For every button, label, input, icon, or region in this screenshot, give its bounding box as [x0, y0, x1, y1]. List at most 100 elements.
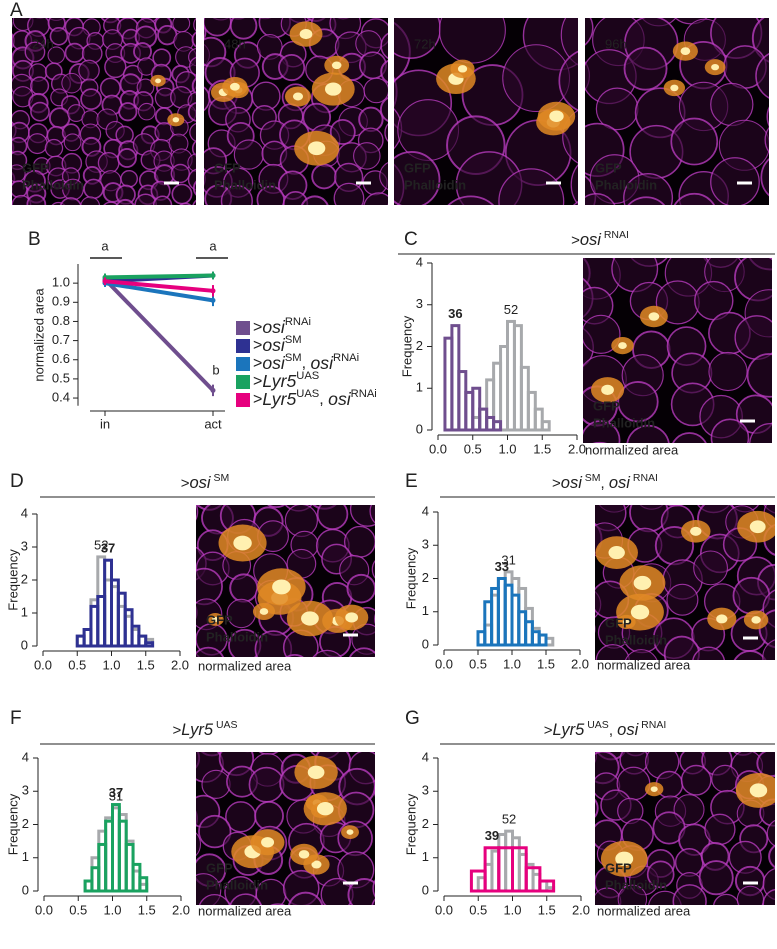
histogram-bar [492, 420, 503, 432]
cell-outline [708, 351, 748, 392]
cell-outline [12, 62, 13, 71]
cell-outline [673, 192, 716, 205]
cell-outline [364, 0, 390, 15]
cell-outline [384, 123, 388, 143]
x-tick-label: 0.5 [469, 902, 487, 917]
cell-outline [583, 314, 621, 354]
n-label: 33 [495, 559, 509, 574]
cell-outline [201, 769, 231, 799]
cell-outline [291, 719, 322, 750]
n-label: 52 [504, 302, 518, 317]
gfp-label: GFP [593, 398, 620, 413]
cell-outline [344, 907, 373, 936]
cell-outline [712, 0, 761, 15]
cell-outline [306, 18, 326, 23]
cell-outline [438, 18, 506, 64]
cell-outline [0, 76, 8, 93]
text-part: RNAi [333, 352, 359, 364]
cell-outline [672, 884, 707, 905]
cell-outline [0, 200, 12, 217]
y-axis-label: normalized area [31, 288, 46, 382]
micrograph: GFP Phalloidin [196, 505, 375, 657]
gfp-core [690, 526, 702, 536]
cell-outline [171, 183, 193, 205]
gfp-core [292, 92, 304, 101]
gfp-label: GFP [605, 615, 632, 630]
gfp-core [648, 312, 660, 321]
gfp-core [307, 141, 326, 156]
cell-outline [166, 18, 168, 19]
cell-outline [12, 32, 16, 49]
cell-outline [267, 505, 286, 509]
cell-outline [760, 158, 769, 197]
cell-outline [196, 752, 201, 769]
cell-outline [657, 463, 695, 501]
cell-outline [373, 784, 375, 797]
cell-outline [760, 914, 777, 940]
cell-outline [0, 155, 11, 176]
cell-outline [188, 56, 196, 76]
cell-outline [670, 117, 719, 166]
text-part: osi [580, 231, 602, 249]
gfp-core [615, 851, 634, 866]
cell-outline [666, 505, 683, 507]
panel-label: E [405, 471, 418, 492]
histogram-bar [137, 634, 148, 648]
text-part: , [302, 355, 311, 372]
cell-outline [637, 678, 668, 709]
y-tick-label: 0 [416, 421, 423, 436]
cell-outline [583, 361, 584, 372]
x-tick-label: 0.5 [464, 441, 482, 456]
x-tick-label: 1.5 [137, 657, 155, 672]
cell-outline [363, 192, 388, 205]
text-part: > [253, 373, 262, 390]
micrograph: GFP Phalloidin 24h [0, 18, 196, 217]
panel-title: >Lyr5 UAS, osi RNAI [544, 719, 667, 740]
micrograph: GFP Phalloidin [196, 719, 375, 936]
text-part: UAS [296, 370, 319, 382]
cell-outline [26, 194, 47, 205]
cell-outline [749, 423, 772, 443]
gfp-core [716, 614, 728, 624]
cell-outline [122, 18, 133, 20]
panel-label: B [28, 229, 41, 250]
gfp-core [345, 612, 359, 623]
panel-title: >Lyr5 UAS [172, 719, 237, 740]
text-part: osi [328, 389, 352, 409]
cell-outline [371, 560, 375, 579]
x-tick-label: 0.5 [68, 657, 86, 672]
text-part: osi [311, 353, 335, 373]
y-tick-label: 0 [422, 636, 429, 651]
cell-outline [561, 556, 594, 589]
gfp-core [230, 82, 240, 91]
micrograph: GFP Phalloidin [561, 505, 777, 709]
x-tick-label: 1.0 [498, 441, 516, 456]
cell-outline [311, 163, 338, 190]
gfp-core [233, 535, 252, 551]
cell-outline [626, 424, 670, 443]
panel-title: >osi RNAI [571, 229, 629, 250]
cell-outline [335, 210, 359, 234]
cell-outline [196, 505, 199, 521]
y-tick-label: 2 [22, 816, 29, 831]
phalloidin-label: Phalloidin [22, 177, 84, 192]
point [210, 288, 216, 294]
cell-outline [12, 185, 13, 193]
gfp-label: GFP [595, 160, 622, 175]
cell-outline [320, 904, 327, 905]
cell-outline [63, 133, 82, 152]
y-tick-label: 4 [422, 749, 429, 764]
cell-outline [118, 102, 138, 122]
cell-outline [565, 824, 593, 852]
legend-label: >osiRNAi [253, 316, 311, 337]
y-tick-label: 1 [422, 849, 429, 864]
cell-outline [761, 662, 777, 702]
cell-outline [692, 646, 726, 660]
cell-outline [187, 153, 196, 172]
cell-outline [270, 903, 286, 905]
cell-outline [30, 101, 50, 122]
gfp-core [549, 110, 564, 122]
y-tick-label: 1 [416, 380, 423, 395]
cell-outline [176, 0, 204, 20]
point [210, 387, 216, 393]
